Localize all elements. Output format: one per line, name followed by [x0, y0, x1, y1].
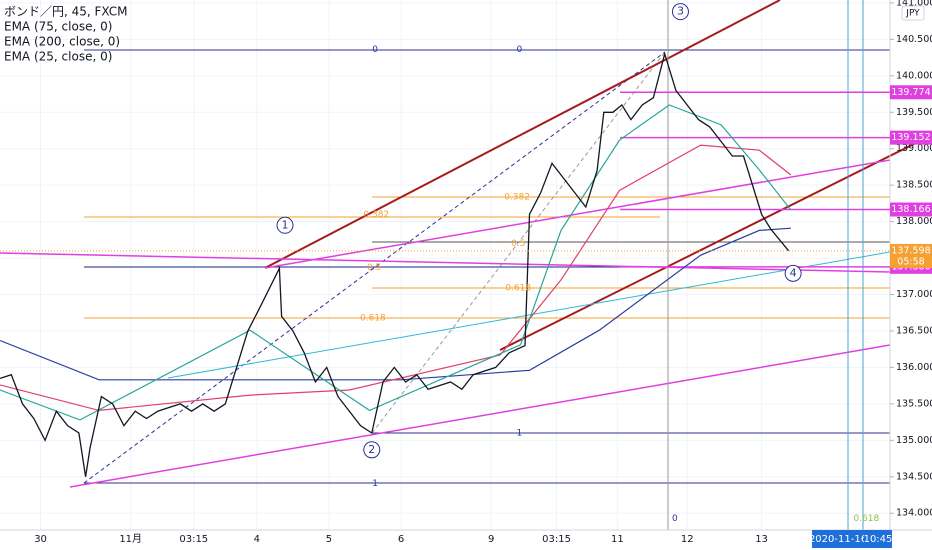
x-tick-label: 11月 [119, 533, 142, 545]
trend-line [69, 344, 891, 488]
chart-title: ボンド／円, 45, FXCM [4, 5, 128, 19]
series-line [0, 227, 791, 381]
currency-label[interactable]: JPY [905, 9, 920, 19]
y-tick-label: 139.000 [896, 143, 932, 154]
cursor-time-tag [864, 530, 892, 548]
trend-line [264, 159, 891, 269]
annotation: 0.382 [363, 210, 389, 220]
level-label: 139.774 [891, 87, 930, 98]
x-tick-label: 12 [681, 534, 694, 545]
last-price-tag [890, 243, 932, 268]
x-tick-label: 4 [254, 534, 260, 545]
y-tick-label: 140.500 [896, 34, 932, 45]
trend-line [264, 0, 781, 269]
wave-marker [671, 3, 689, 21]
annotation: 1 [372, 479, 378, 489]
cursor-time: 10:45 [864, 534, 893, 545]
y-tick-label: 140.000 [896, 70, 932, 81]
series-line [0, 51, 790, 477]
level-tag [890, 130, 932, 145]
annotation: 0 [672, 514, 678, 524]
y-tick-label: 138.500 [896, 180, 932, 191]
annotation: 4 [790, 266, 797, 279]
drawings [0, 0, 932, 530]
currency-button[interactable] [901, 5, 925, 21]
x-tick-label: 03:15 [542, 534, 571, 545]
y-tick-label: 141.000 [896, 0, 932, 8]
cursor-date-tag [812, 530, 864, 548]
wave-marker [363, 441, 381, 459]
level-tag [890, 202, 932, 217]
trend-line [167, 251, 891, 379]
x-tick-label: 11 [611, 534, 624, 545]
y-tick-label: 139.500 [896, 107, 932, 118]
wave-marker [276, 216, 294, 234]
y-tick-label: 135.000 [896, 435, 932, 446]
trend-line [499, 134, 932, 351]
dashed-line [371, 51, 666, 434]
trend-line [0, 252, 891, 273]
y-tick-label: 134.000 [896, 508, 932, 519]
annotation: 0.382 [504, 192, 530, 202]
annotation: 0 [516, 45, 522, 55]
last-price-label: 137.598 [891, 245, 930, 256]
annotation: 0.618 [360, 313, 386, 323]
y-tick-label: 136.000 [896, 362, 932, 373]
annotation: 0.5 [511, 239, 525, 249]
annotation: 0.618 [505, 283, 531, 293]
x-tick-label: 9 [488, 534, 494, 545]
indicator-label[interactable]: EMA (25, close, 0) [4, 50, 112, 64]
y-tick-label: 138.000 [896, 216, 932, 227]
y-tick-label: 136.500 [896, 325, 932, 336]
level-tag [890, 85, 932, 100]
annotation: 3 [677, 5, 684, 18]
indicator-label[interactable]: EMA (200, close, 0) [4, 35, 120, 49]
series-line [0, 104, 792, 421]
indicator-label[interactable]: EMA (75, close, 0) [4, 20, 112, 34]
y-tick-label: 135.500 [896, 398, 932, 409]
countdown-label: 05:58 [897, 256, 924, 267]
wave-marker [784, 264, 802, 282]
annotation: 0.5 [367, 263, 381, 273]
y-tick-label: 134.500 [896, 471, 932, 482]
x-tick-label: 13 [755, 534, 768, 545]
x-tick-label: 30 [34, 534, 47, 545]
level-label: 139.152 [891, 132, 930, 143]
y-tick-label: 137.000 [896, 289, 932, 300]
cursor-date: 2020-11-16 [809, 534, 867, 545]
x-tick-label: 5 [326, 534, 332, 545]
x-tick-label: 6 [398, 534, 404, 545]
annotation: 1 [516, 429, 522, 439]
annotation: 1 [282, 218, 289, 231]
x-tick-label: 03:15 [179, 534, 208, 545]
annotation: 2 [368, 443, 375, 456]
level-label: 138.166 [891, 204, 930, 215]
dashed-line [83, 51, 666, 484]
annotation: 0 [372, 45, 378, 55]
annotation: 0.618 [853, 514, 879, 524]
